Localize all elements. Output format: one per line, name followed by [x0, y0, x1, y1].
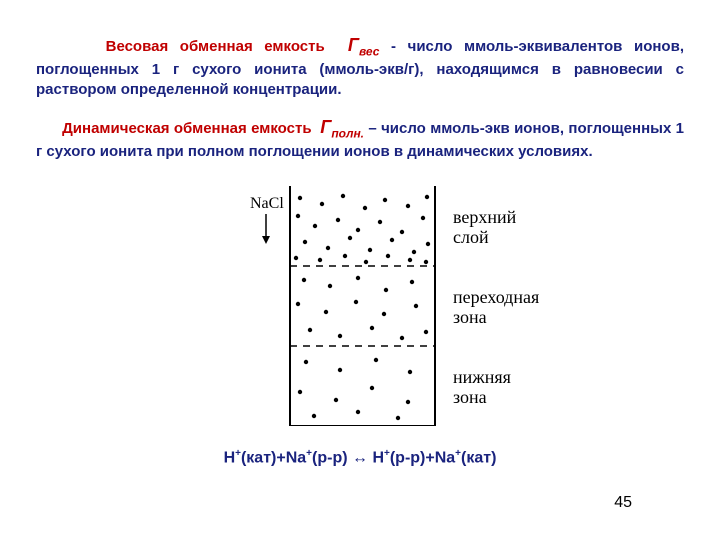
spacer	[325, 38, 348, 55]
svg-text:слой: слой	[453, 227, 489, 247]
svg-text:NaCl: NaCl	[250, 195, 284, 212]
diagram-container: NaClверхнийслойпереходнаязонанижняязона	[36, 186, 684, 426]
term-1: Весовая обменная емкость	[106, 38, 325, 55]
equation: H+(кат)+Na+(р-р) ↔ H+(р-р)+Na+(кат)	[36, 448, 684, 467]
indent	[36, 120, 62, 137]
paragraph-2: Динамическая обменная емкость Гполн. – ч…	[36, 115, 684, 162]
symbol-1: Гвес	[348, 35, 380, 55]
svg-text:зона: зона	[453, 387, 487, 407]
column-diagram: NaClверхнийслойпереходнаязонанижняязона	[180, 186, 540, 426]
spacer	[312, 120, 321, 137]
symbol-2: Гполн.	[320, 117, 364, 137]
slide-page: Весовая обменная емкость Гвес - число мм…	[0, 0, 720, 540]
paragraph-1: Весовая обменная емкость Гвес - число мм…	[36, 33, 684, 100]
svg-text:переходная: переходная	[453, 287, 539, 307]
svg-text:зона: зона	[453, 307, 487, 327]
svg-text:нижняя: нижняя	[453, 367, 511, 387]
indent	[36, 38, 106, 55]
page-number: 45	[614, 494, 632, 512]
svg-text:верхний: верхний	[453, 207, 517, 227]
term-2: Динамическая обменная емкость	[62, 120, 311, 137]
